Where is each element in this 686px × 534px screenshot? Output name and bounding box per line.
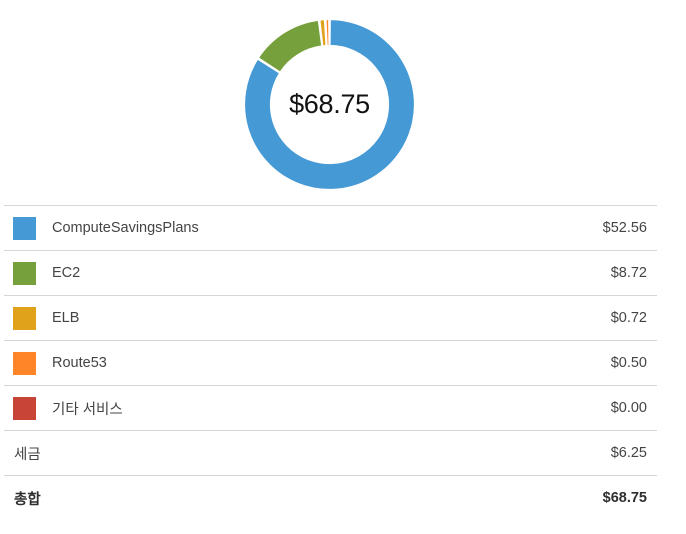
total-label: 총합: [14, 491, 41, 508]
service-amount: $8.72: [610, 265, 647, 281]
service-amount: $52.56: [602, 220, 647, 236]
computesavingsplans-color-swatch: [13, 216, 36, 240]
total-amount: $68.75: [602, 490, 647, 506]
donut-slice-elb: [319, 19, 327, 47]
service-row-computesavingsplans: ComputeSavingsPlans $52.56: [4, 205, 657, 250]
other-services-color-swatch: [13, 396, 36, 420]
service-label: ELB: [52, 310, 80, 326]
elb-color-swatch: [13, 306, 36, 330]
donut-center-total: $68.75: [289, 89, 370, 119]
tax-row: 세금 $6.25: [4, 430, 657, 475]
tax-amount: $6.25: [610, 445, 647, 461]
service-label: ComputeSavingsPlans: [52, 220, 199, 236]
donut-slice-ec2: [257, 19, 323, 73]
total-row: 총합 $68.75: [4, 475, 657, 520]
route53-color-swatch: [13, 351, 36, 375]
service-amount: $0.50: [610, 355, 647, 371]
donut-slice-computesavingsplans: [244, 19, 415, 190]
cost-breakdown-table: ComputeSavingsPlans $52.56 EC2 $8.72 ELB…: [4, 205, 657, 520]
service-row-other-services: 기타 서비스 $0.00: [4, 385, 657, 430]
donut-slice-route53: [325, 19, 330, 47]
donut-chart-svg: [244, 19, 415, 190]
service-label: EC2: [52, 265, 81, 281]
service-amount: $0.72: [610, 310, 647, 326]
service-row-route53: Route53 $0.50: [4, 340, 657, 385]
cost-donut-chart: $68.75: [244, 19, 415, 190]
service-row-elb: ELB $0.72: [4, 295, 657, 340]
tax-label: 세금: [14, 446, 41, 463]
service-amount: $0.00: [610, 400, 647, 416]
service-label: 기타 서비스: [52, 401, 123, 418]
service-label: Route53: [52, 355, 107, 371]
service-row-ec2: EC2 $8.72: [4, 250, 657, 295]
ec2-color-swatch: [13, 261, 36, 285]
